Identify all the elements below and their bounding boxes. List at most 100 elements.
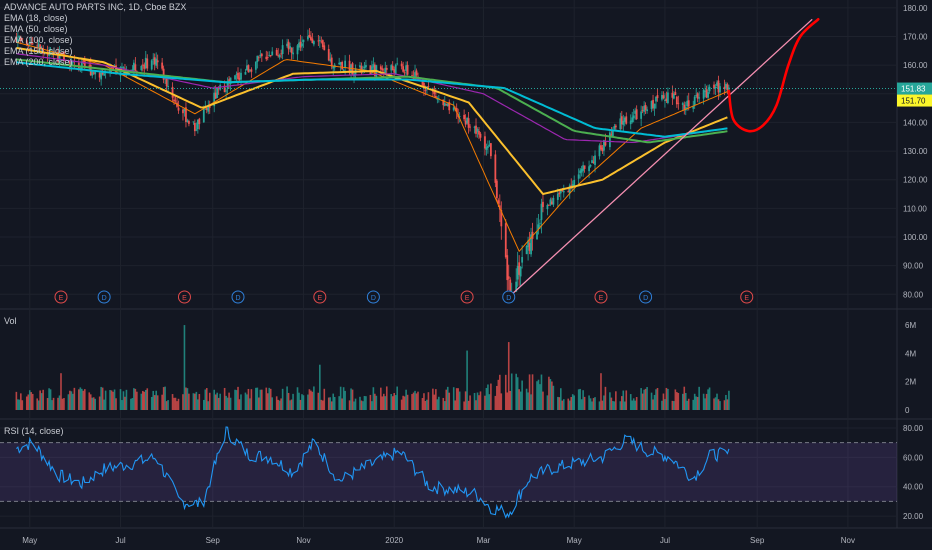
volume-bar xyxy=(464,391,467,410)
volume-bar xyxy=(696,396,699,410)
volume-bar xyxy=(308,389,311,410)
volume-bar xyxy=(681,393,684,410)
candle-body xyxy=(330,57,333,67)
volume-bar xyxy=(219,393,221,410)
candle-body xyxy=(257,57,260,59)
candle-body xyxy=(202,108,205,123)
volume-bar xyxy=(518,389,520,410)
candle-body xyxy=(150,60,153,70)
volume-bar xyxy=(156,395,159,410)
candle-body xyxy=(667,92,669,104)
candle-body xyxy=(609,132,611,148)
volume-bar xyxy=(677,392,680,410)
candle-body xyxy=(640,111,643,119)
candle-body xyxy=(489,143,492,157)
candle-body xyxy=(582,165,585,171)
volume-bar xyxy=(402,395,404,410)
volume-bar xyxy=(247,388,250,410)
volume-bar xyxy=(103,399,105,410)
volume-bar xyxy=(213,389,216,410)
volume-bar xyxy=(412,392,415,410)
candle-body xyxy=(656,95,659,99)
candle-body xyxy=(143,64,146,69)
ema-line-4 xyxy=(16,58,728,144)
candle-body xyxy=(504,223,507,258)
volume-bar xyxy=(164,386,166,410)
volume-bar xyxy=(516,377,519,410)
candle-body xyxy=(631,117,634,123)
legend-ema200[interactable]: EMA (200, close) xyxy=(4,57,73,67)
volume-bar xyxy=(475,400,477,410)
price-tick-label: 160.00 xyxy=(903,61,928,70)
candle-body xyxy=(546,204,549,210)
volume-bar xyxy=(500,393,503,410)
candle-body xyxy=(58,51,61,63)
candle-body xyxy=(664,100,666,101)
earnings-marker xyxy=(313,290,327,304)
volume-bar xyxy=(115,398,117,410)
candle-body xyxy=(277,55,280,57)
volume-bar xyxy=(365,396,367,410)
candle-body xyxy=(613,126,616,129)
candle-body xyxy=(193,122,196,132)
legend-ema50[interactable]: EMA (50, close) xyxy=(4,24,68,34)
volume-tick-label: 2M xyxy=(905,378,916,387)
legend-ema100[interactable]: EMA (100, close) xyxy=(4,35,73,45)
candle-body xyxy=(536,231,538,240)
volume-bar xyxy=(249,398,251,410)
candle-body xyxy=(427,86,430,87)
candle-body xyxy=(589,164,592,167)
candle-body xyxy=(192,121,195,123)
candle-body xyxy=(71,61,74,63)
candle-body xyxy=(507,276,510,279)
candle-body xyxy=(234,75,236,80)
volume-bar xyxy=(537,379,540,410)
volume-bar xyxy=(94,398,97,410)
candle-body xyxy=(36,45,39,47)
volume-bar xyxy=(714,397,717,410)
candle-body xyxy=(559,189,562,194)
projection-curve xyxy=(727,18,820,133)
candle-body xyxy=(695,95,698,97)
candle-body xyxy=(317,40,320,42)
price-tick-label: 120.00 xyxy=(903,176,928,185)
legend-ema18[interactable]: EMA (18, close) xyxy=(4,13,68,23)
volume-bar xyxy=(580,399,583,410)
volume-bar xyxy=(667,388,669,410)
candle-body xyxy=(539,222,541,224)
candle-body xyxy=(705,89,708,98)
symbol-title[interactable]: ADVANCE AUTO PARTS INC, 1D, Cboe BZX xyxy=(4,2,187,12)
candle-body xyxy=(51,51,53,53)
candle-body xyxy=(165,77,168,87)
candle-body xyxy=(594,155,596,165)
volume-bar xyxy=(317,392,320,410)
volume-bar xyxy=(112,391,114,410)
volume-bar xyxy=(629,394,632,410)
price-tick-label: 80.00 xyxy=(903,290,924,299)
candle-body xyxy=(27,45,30,47)
legend-ema150[interactable]: EMA (150, close) xyxy=(4,46,73,56)
candle-body xyxy=(15,37,18,43)
price-tick-label: 100.00 xyxy=(903,233,928,242)
candle-body xyxy=(254,61,257,70)
volume-label[interactable]: Vol xyxy=(4,316,17,326)
volume-bar xyxy=(726,399,729,410)
candle-body xyxy=(674,92,677,95)
candle-body xyxy=(719,86,721,93)
volume-bar xyxy=(134,388,137,410)
rsi-label[interactable]: RSI (14, close) xyxy=(4,426,64,436)
candle-body xyxy=(403,72,406,74)
candle-body xyxy=(458,116,461,117)
volume-bar xyxy=(51,400,53,410)
volume-bar xyxy=(186,388,189,410)
candle-body xyxy=(280,53,283,55)
candle-body xyxy=(708,86,711,92)
volume-bar xyxy=(39,390,41,410)
volume-bar xyxy=(202,399,205,410)
volume-bar xyxy=(237,386,239,410)
last-price-text: 151.83 xyxy=(901,85,926,94)
volume-bar xyxy=(79,387,82,410)
candle-body xyxy=(620,116,623,125)
volume-bar xyxy=(69,390,71,410)
volume-bar xyxy=(348,400,351,410)
